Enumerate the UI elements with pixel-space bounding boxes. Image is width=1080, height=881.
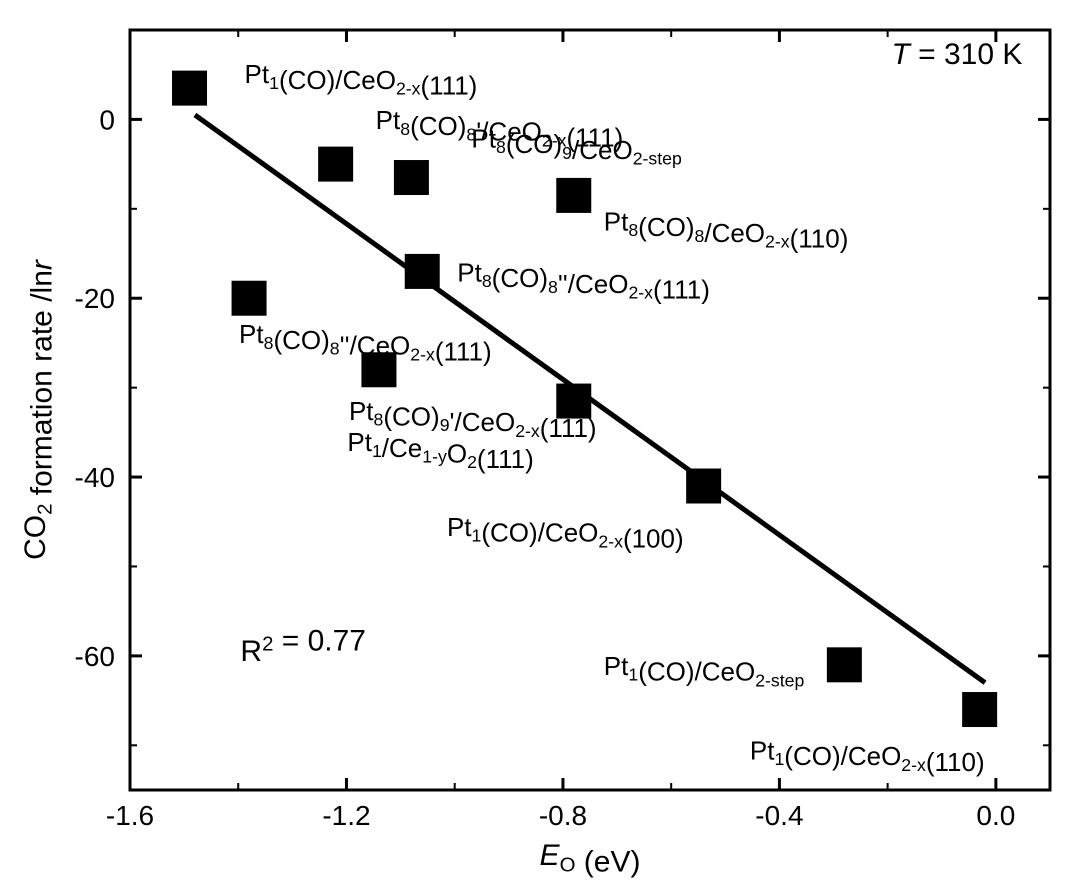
x-tick-label: -1.6: [106, 800, 154, 831]
x-tick-label: -1.2: [322, 800, 370, 831]
y-tick-label: -40: [75, 462, 115, 493]
y-tick-label: -60: [75, 641, 115, 672]
data-point: [557, 384, 591, 418]
scatter-chart: -1.6-1.2-0.8-0.40.0-60-40-200EO (eV)CO2 …: [0, 0, 1080, 881]
y-tick-label: 0: [99, 104, 115, 135]
data-point: [319, 147, 353, 181]
data-point: [394, 161, 428, 195]
data-point: [557, 178, 591, 212]
x-tick-label: -0.8: [539, 800, 587, 831]
data-point: [827, 648, 861, 682]
data-point: [173, 71, 207, 105]
data-point: [362, 353, 396, 387]
y-tick-label: -20: [75, 283, 115, 314]
data-point: [405, 254, 439, 288]
data-point: [963, 693, 997, 727]
data-point: [687, 469, 721, 503]
x-tick-label: 0.0: [976, 800, 1015, 831]
data-point: [232, 281, 266, 315]
x-tick-label: -0.4: [755, 800, 803, 831]
temperature-annotation: T = 310 K: [891, 38, 1022, 71]
chart-svg: -1.6-1.2-0.8-0.40.0-60-40-200EO (eV)CO2 …: [0, 0, 1080, 881]
